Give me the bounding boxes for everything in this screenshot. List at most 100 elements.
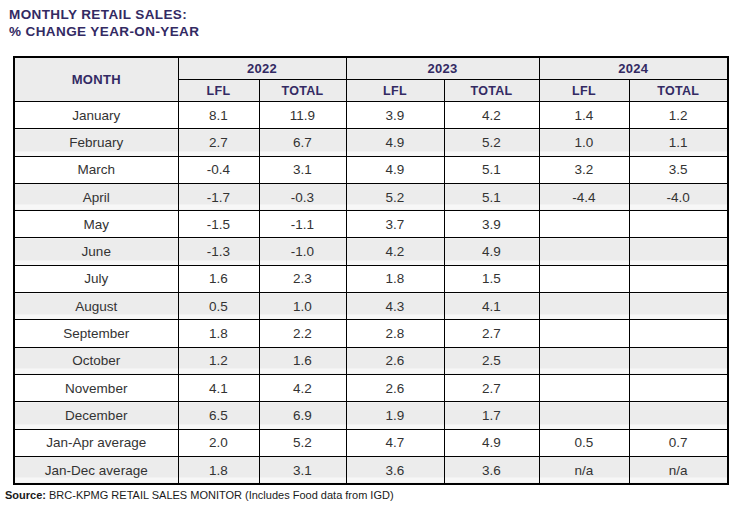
value-cell: 2.5 bbox=[444, 347, 539, 374]
table-row: February2.76.74.95.21.01.1 bbox=[14, 129, 728, 156]
retail-sales-table: MONTH 2022 2023 2024 LFL TOTAL LFL TOTAL… bbox=[13, 56, 729, 485]
total-header-2024: TOTAL bbox=[629, 80, 728, 102]
value-cell: 3.9 bbox=[346, 102, 444, 129]
value-cell: 2.3 bbox=[259, 265, 346, 292]
value-cell bbox=[539, 374, 629, 401]
value-cell: 4.9 bbox=[444, 429, 539, 456]
value-cell: 11.9 bbox=[259, 102, 346, 129]
year-header-2024: 2024 bbox=[539, 57, 728, 80]
table-row: April-1.7-0.35.25.1-4.4-4.0 bbox=[14, 183, 728, 210]
lfl-header-2023: LFL bbox=[346, 80, 444, 102]
table-row: May-1.5-1.13.73.9 bbox=[14, 211, 728, 238]
value-cell bbox=[539, 265, 629, 292]
value-cell: 1.9 bbox=[346, 402, 444, 429]
value-cell: 2.7 bbox=[444, 374, 539, 401]
table-row: Jan-Dec average1.83.13.63.6n/an/a bbox=[14, 456, 728, 484]
value-cell: 4.9 bbox=[346, 129, 444, 156]
month-cell: October bbox=[14, 347, 178, 374]
value-cell: 4.1 bbox=[444, 293, 539, 320]
value-cell: n/a bbox=[629, 456, 728, 484]
value-cell: 6.7 bbox=[259, 129, 346, 156]
value-cell: 3.5 bbox=[629, 156, 728, 183]
month-cell: June bbox=[14, 238, 178, 265]
value-cell bbox=[629, 402, 728, 429]
value-cell bbox=[539, 211, 629, 238]
value-cell: n/a bbox=[539, 456, 629, 484]
table-body: January8.111.93.94.21.41.2February2.76.7… bbox=[14, 102, 728, 485]
value-cell bbox=[539, 293, 629, 320]
value-cell: 2.7 bbox=[178, 129, 259, 156]
table-row: March-0.43.14.95.13.23.5 bbox=[14, 156, 728, 183]
page-title: MONTHLY RETAIL SALES: % CHANGE YEAR-ON-Y… bbox=[9, 7, 753, 40]
table-row: August0.51.04.34.1 bbox=[14, 293, 728, 320]
value-cell: 1.4 bbox=[539, 102, 629, 129]
value-cell: -1.3 bbox=[178, 238, 259, 265]
value-cell bbox=[539, 402, 629, 429]
value-cell: 1.8 bbox=[178, 456, 259, 484]
month-cell: February bbox=[14, 129, 178, 156]
month-cell: August bbox=[14, 293, 178, 320]
value-cell: -4.0 bbox=[629, 183, 728, 210]
table-row: October1.21.62.62.5 bbox=[14, 347, 728, 374]
month-cell: July bbox=[14, 265, 178, 292]
value-cell bbox=[539, 320, 629, 347]
value-cell: 6.9 bbox=[259, 402, 346, 429]
year-header-2023: 2023 bbox=[346, 57, 539, 80]
table-row: July1.62.31.81.5 bbox=[14, 265, 728, 292]
value-cell: 3.7 bbox=[346, 211, 444, 238]
month-column-header: MONTH bbox=[14, 57, 178, 102]
year-header-2022: 2022 bbox=[178, 57, 346, 80]
value-cell: 5.2 bbox=[444, 129, 539, 156]
value-cell: 1.7 bbox=[444, 402, 539, 429]
value-cell: 4.2 bbox=[444, 102, 539, 129]
value-cell: -0.3 bbox=[259, 183, 346, 210]
value-cell: 3.2 bbox=[539, 156, 629, 183]
value-cell: 5.2 bbox=[346, 183, 444, 210]
value-cell: -4.4 bbox=[539, 183, 629, 210]
month-cell: April bbox=[14, 183, 178, 210]
value-cell: 8.1 bbox=[178, 102, 259, 129]
value-cell bbox=[629, 374, 728, 401]
value-cell: 3.9 bbox=[444, 211, 539, 238]
year-header-row: MONTH 2022 2023 2024 bbox=[14, 57, 728, 80]
value-cell: 2.7 bbox=[444, 320, 539, 347]
title-line-1: MONTHLY RETAIL SALES: bbox=[9, 7, 753, 24]
value-cell: 1.0 bbox=[539, 129, 629, 156]
value-cell: 4.3 bbox=[346, 293, 444, 320]
value-cell: 1.6 bbox=[178, 265, 259, 292]
report-page: MONTHLY RETAIL SALES: % CHANGE YEAR-ON-Y… bbox=[0, 0, 753, 510]
value-cell: -1.7 bbox=[178, 183, 259, 210]
value-cell: 0.5 bbox=[539, 429, 629, 456]
month-cell: Jan-Dec average bbox=[14, 456, 178, 484]
value-cell bbox=[539, 238, 629, 265]
value-cell bbox=[629, 293, 728, 320]
table-row: November4.14.22.62.7 bbox=[14, 374, 728, 401]
value-cell: 3.1 bbox=[259, 456, 346, 484]
value-cell: 1.8 bbox=[346, 265, 444, 292]
table-row: September1.82.22.82.7 bbox=[14, 320, 728, 347]
value-cell: 1.8 bbox=[178, 320, 259, 347]
value-cell bbox=[629, 320, 728, 347]
value-cell: 4.2 bbox=[346, 238, 444, 265]
value-cell: -1.0 bbox=[259, 238, 346, 265]
month-cell: January bbox=[14, 102, 178, 129]
total-header-2022: TOTAL bbox=[259, 80, 346, 102]
value-cell: 4.7 bbox=[346, 429, 444, 456]
month-cell: November bbox=[14, 374, 178, 401]
value-cell: 3.6 bbox=[444, 456, 539, 484]
month-cell: May bbox=[14, 211, 178, 238]
lfl-header-2022: LFL bbox=[178, 80, 259, 102]
value-cell: 5.1 bbox=[444, 156, 539, 183]
value-cell: 3.1 bbox=[259, 156, 346, 183]
value-cell: 2.8 bbox=[346, 320, 444, 347]
value-cell: -1.1 bbox=[259, 211, 346, 238]
value-cell bbox=[629, 265, 728, 292]
value-cell bbox=[539, 347, 629, 374]
value-cell bbox=[629, 347, 728, 374]
month-cell: Jan-Apr average bbox=[14, 429, 178, 456]
value-cell: 0.7 bbox=[629, 429, 728, 456]
lfl-header-2024: LFL bbox=[539, 80, 629, 102]
source-note: Source: BRC-KPMG RETAIL SALES MONITOR (I… bbox=[5, 489, 753, 501]
value-cell: 3.6 bbox=[346, 456, 444, 484]
source-label: Source: bbox=[5, 489, 46, 501]
